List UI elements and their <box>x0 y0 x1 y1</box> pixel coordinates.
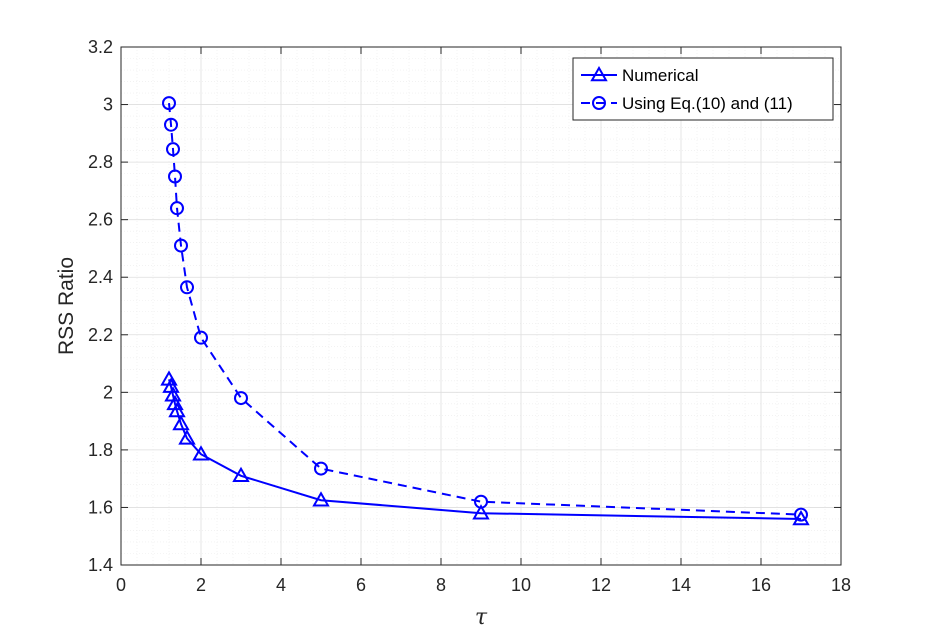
data-point-circle <box>166 142 180 157</box>
x-tick-label: 14 <box>671 575 691 595</box>
data-point-circle <box>474 494 488 509</box>
y-axis-label: RSS Ratio <box>55 257 78 355</box>
x-tick-label: 16 <box>751 575 771 595</box>
series-numerical <box>160 370 810 526</box>
data-point-triangle <box>792 509 810 526</box>
data-point-triangle <box>192 445 210 461</box>
y-tick-label: 2.2 <box>88 325 113 345</box>
series-layer <box>160 96 810 526</box>
data-point-circle <box>180 280 194 295</box>
tick-labels: 0 2 4 6 8 10 12 14 16 18 1.4 1.6 1.8 2 2.2 2.4 2.6 2.8 3 3.… <box>88 37 851 595</box>
x-tick-label: 8 <box>436 575 446 595</box>
legend-marker-circle <box>592 96 606 110</box>
series-equation <box>162 96 808 522</box>
y-tick-label: 2.4 <box>88 267 113 287</box>
series-line <box>168 103 802 516</box>
legend-box <box>572 57 834 121</box>
y-tick-label: 2.6 <box>88 210 113 230</box>
data-point-circle <box>174 238 188 253</box>
y-tick-label: 1.8 <box>88 440 113 460</box>
x-tick-label: 0 <box>116 575 126 595</box>
series-line <box>168 379 802 520</box>
y-tick-label: 2.8 <box>88 152 113 172</box>
data-point-triangle <box>178 429 196 445</box>
data-point-triangle <box>232 466 250 483</box>
x-tick-label: 2 <box>196 575 206 595</box>
legend: Numerical Using Eq.(10) and (11) <box>572 57 834 121</box>
legend-label: Numerical <box>622 66 699 85</box>
data-point-circle <box>168 169 182 184</box>
y-tick-label: 3.2 <box>88 37 113 57</box>
data-point-circle <box>314 461 328 476</box>
legend-label: Using Eq.(10) and (11) <box>622 94 793 113</box>
x-tick-label: 4 <box>276 575 286 595</box>
plot-frame <box>120 46 842 566</box>
y-tick-label: 1.4 <box>88 555 113 575</box>
data-point-circle <box>164 117 178 132</box>
data-point-circle <box>794 507 808 522</box>
data-point-circle <box>234 391 248 406</box>
x-tick-label: 6 <box>356 575 366 595</box>
data-point-circle <box>162 96 176 111</box>
x-tick-label: 18 <box>831 575 851 595</box>
data-point-circle <box>194 330 208 345</box>
x-tick-label: 12 <box>591 575 611 595</box>
x-tick-label: 10 <box>511 575 531 595</box>
axes <box>120 46 842 566</box>
y-tick-label: 3 <box>103 95 113 115</box>
data-point-circle <box>170 201 184 216</box>
y-tick-label: 1.6 <box>88 497 113 517</box>
y-tick-label: 2 <box>103 382 113 402</box>
data-point-triangle <box>172 414 190 431</box>
x-axis-label: τ <box>475 605 488 630</box>
data-point-triangle <box>168 402 186 418</box>
data-point-triangle <box>472 504 490 520</box>
data-point-triangle <box>312 491 330 507</box>
legend-marker-triangle <box>590 65 608 82</box>
